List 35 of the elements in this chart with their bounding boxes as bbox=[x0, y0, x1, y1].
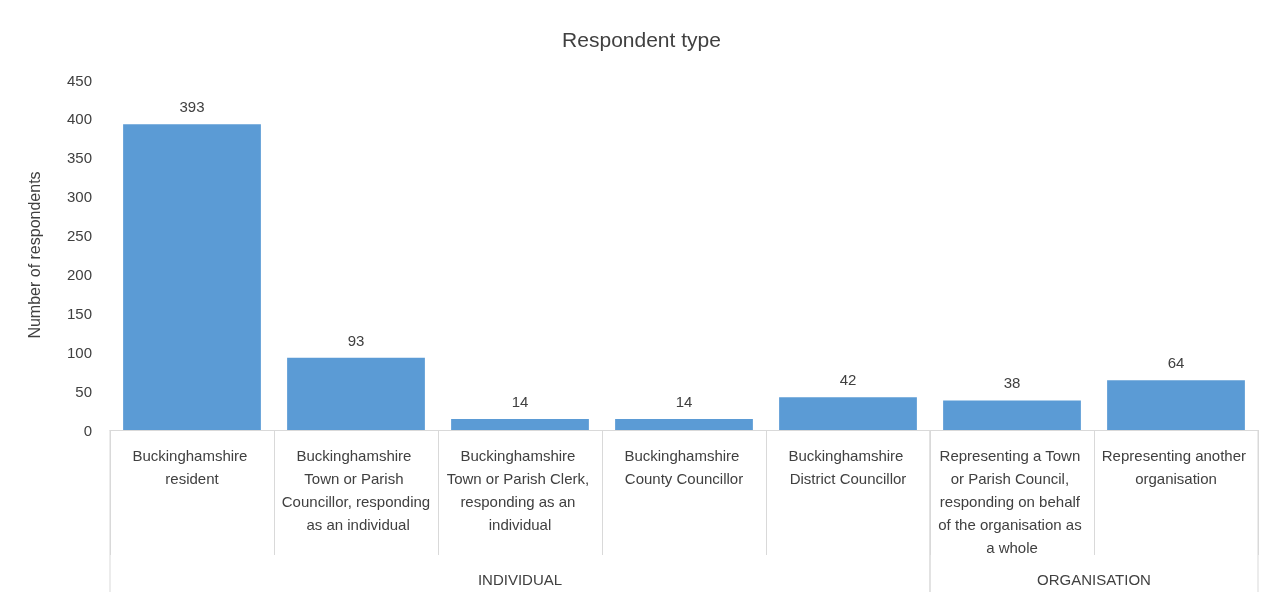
x-tick-label: Buckinghamshire County Councillor bbox=[624, 447, 744, 487]
y-tick-label: 250 bbox=[66, 227, 92, 245]
y-tick-label: 350 bbox=[66, 149, 92, 167]
y-tick-label: 100 bbox=[66, 343, 92, 361]
data-label: 64 bbox=[1167, 354, 1185, 372]
chart-title: Respondent type bbox=[562, 28, 721, 51]
data-label: 14 bbox=[675, 393, 693, 411]
x-tick-label: Buckinghamshire resident bbox=[132, 447, 252, 487]
bar bbox=[943, 400, 1081, 430]
y-tick-label: 200 bbox=[66, 265, 92, 283]
bar bbox=[123, 124, 261, 430]
x-tick-label: Representing a Town or Parish Council, responding on behalf of the organisation as a whole bbox=[938, 447, 1086, 556]
x-tick-label: Representing another organisation bbox=[1101, 447, 1251, 487]
bar bbox=[451, 419, 589, 430]
data-label: 42 bbox=[839, 371, 857, 389]
data-label: 393 bbox=[179, 98, 205, 116]
y-tick-label: 150 bbox=[66, 304, 92, 322]
bar bbox=[615, 419, 753, 430]
x-tick-label: Buckinghamshire District Councillor bbox=[788, 447, 908, 487]
bar bbox=[287, 357, 425, 430]
data-label: 93 bbox=[347, 331, 365, 349]
x-tick-label: Buckinghamshire Town or Parish Councillor, responding as an individual bbox=[281, 447, 431, 533]
bar bbox=[1107, 380, 1245, 430]
text: INDIVIDUAL bbox=[477, 570, 563, 588]
y-tick-label: 400 bbox=[66, 110, 92, 128]
bar bbox=[779, 397, 917, 430]
y-axis-title: Number of respondents bbox=[25, 171, 43, 339]
y-tick-label: 0 bbox=[83, 421, 92, 439]
y-tick-label: 450 bbox=[66, 71, 92, 89]
y-tick-label: 50 bbox=[75, 382, 92, 400]
x-tick-label: Buckinghamshire Town or Parish Clerk, responding as an individual bbox=[446, 447, 594, 533]
data-label: 38 bbox=[1003, 374, 1021, 392]
text: ORGANISATION bbox=[1037, 570, 1151, 588]
y-tick-label: 300 bbox=[66, 188, 92, 206]
data-label: 14 bbox=[511, 393, 529, 411]
